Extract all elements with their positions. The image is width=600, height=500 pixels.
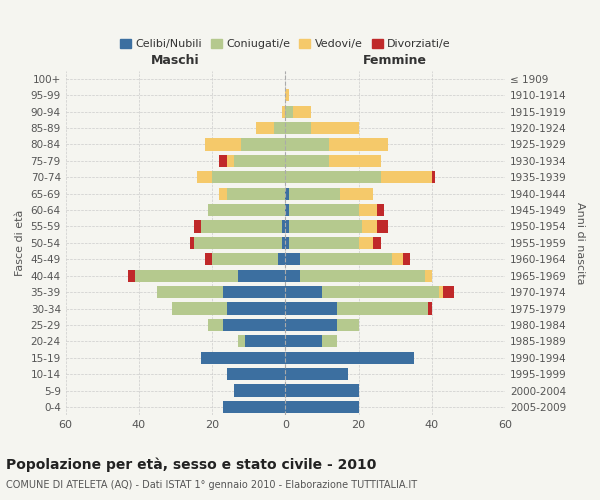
Bar: [135, 270, 238, 282]
Bar: [329, 154, 380, 167]
Bar: [286, 302, 337, 314]
Text: Popolazione per età, sesso e stato civile - 2010: Popolazione per età, sesso e stato civil…: [6, 458, 376, 472]
Bar: [286, 106, 293, 118]
Bar: [157, 286, 223, 298]
Legend: Celibi/Nubili, Coniugati/e, Vedovi/e, Divorziati/e: Celibi/Nubili, Coniugati/e, Vedovi/e, Di…: [115, 35, 455, 54]
Bar: [322, 335, 337, 347]
Bar: [286, 401, 359, 413]
Bar: [286, 286, 322, 298]
Bar: [425, 270, 432, 282]
Text: Femmine: Femmine: [363, 54, 427, 68]
Bar: [212, 171, 286, 183]
Bar: [293, 106, 311, 118]
Bar: [190, 236, 194, 249]
Bar: [380, 171, 432, 183]
Text: Maschi: Maschi: [151, 54, 200, 68]
Bar: [227, 368, 286, 380]
Bar: [289, 236, 359, 249]
Bar: [220, 188, 227, 200]
Bar: [359, 236, 373, 249]
Bar: [286, 253, 300, 266]
Bar: [286, 236, 289, 249]
Bar: [432, 171, 436, 183]
Bar: [439, 286, 443, 298]
Bar: [227, 154, 234, 167]
Y-axis label: Anni di nascita: Anni di nascita: [575, 202, 585, 284]
Bar: [281, 220, 286, 232]
Bar: [278, 253, 286, 266]
Bar: [392, 253, 403, 266]
Bar: [234, 154, 286, 167]
Bar: [377, 220, 388, 232]
Bar: [286, 171, 380, 183]
Text: COMUNE DI ATELETA (AQ) - Dati ISTAT 1° gennaio 2010 - Elaborazione TUTTITALIA.IT: COMUNE DI ATELETA (AQ) - Dati ISTAT 1° g…: [6, 480, 417, 490]
Bar: [289, 188, 340, 200]
Bar: [322, 286, 439, 298]
Bar: [443, 286, 454, 298]
Bar: [286, 154, 329, 167]
Y-axis label: Fasce di età: Fasce di età: [15, 210, 25, 276]
Bar: [373, 236, 380, 249]
Bar: [428, 302, 432, 314]
Bar: [245, 335, 286, 347]
Bar: [286, 188, 289, 200]
Bar: [208, 204, 286, 216]
Bar: [227, 188, 286, 200]
Bar: [377, 204, 384, 216]
Bar: [128, 270, 135, 282]
Bar: [286, 204, 289, 216]
Bar: [223, 319, 286, 331]
Bar: [201, 352, 286, 364]
Bar: [172, 302, 227, 314]
Bar: [286, 384, 359, 396]
Bar: [212, 253, 278, 266]
Bar: [286, 368, 347, 380]
Bar: [281, 106, 286, 118]
Bar: [286, 220, 289, 232]
Bar: [281, 236, 286, 249]
Bar: [300, 253, 392, 266]
Bar: [286, 352, 413, 364]
Bar: [238, 270, 286, 282]
Bar: [289, 204, 359, 216]
Bar: [238, 335, 245, 347]
Bar: [223, 401, 286, 413]
Bar: [201, 220, 281, 232]
Bar: [329, 138, 388, 150]
Bar: [194, 220, 201, 232]
Bar: [227, 302, 286, 314]
Bar: [311, 122, 359, 134]
Bar: [205, 138, 241, 150]
Bar: [220, 154, 227, 167]
Bar: [286, 270, 300, 282]
Bar: [286, 335, 322, 347]
Bar: [337, 319, 359, 331]
Bar: [256, 122, 274, 134]
Bar: [289, 220, 362, 232]
Bar: [359, 204, 377, 216]
Bar: [403, 253, 410, 266]
Bar: [362, 220, 377, 232]
Bar: [286, 122, 311, 134]
Bar: [205, 253, 212, 266]
Bar: [208, 319, 223, 331]
Bar: [340, 188, 373, 200]
Bar: [241, 138, 286, 150]
Bar: [234, 384, 286, 396]
Bar: [197, 171, 212, 183]
Bar: [300, 270, 425, 282]
Bar: [286, 138, 329, 150]
Bar: [337, 302, 428, 314]
Bar: [223, 286, 286, 298]
Bar: [286, 319, 337, 331]
Bar: [194, 236, 281, 249]
Bar: [274, 122, 286, 134]
Bar: [286, 89, 289, 102]
